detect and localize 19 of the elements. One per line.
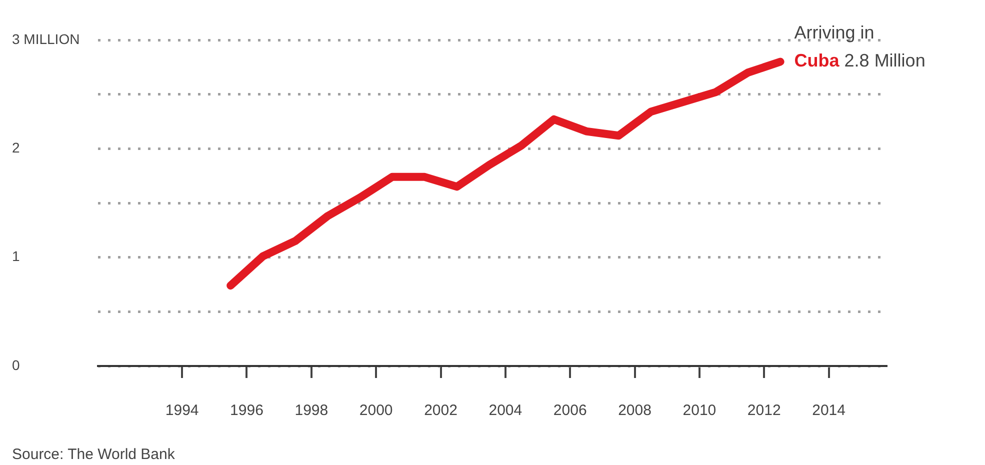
source-note: Source: The World Bank xyxy=(12,446,176,463)
y-tick-label: 2 xyxy=(12,140,20,156)
x-tick-label: 2008 xyxy=(618,402,652,420)
x-tick-label: 1994 xyxy=(165,402,199,420)
annotation: Arriving in xyxy=(794,22,874,43)
x-tick-label: 2002 xyxy=(424,402,458,420)
x-tick-label: 2014 xyxy=(812,402,846,420)
x-tick-label: 1998 xyxy=(294,402,328,420)
y-tick-label: 0 xyxy=(12,356,20,373)
y-tick-label: 3 MILLION xyxy=(12,30,80,47)
x-tick-label: 2006 xyxy=(553,402,587,420)
x-tick-label: 1996 xyxy=(230,402,264,420)
y-tick-label: 1 xyxy=(12,248,20,264)
series-label: Cuba xyxy=(794,50,840,71)
annotation: 2.8 Million xyxy=(844,50,926,71)
x-tick-label: 2000 xyxy=(359,402,393,420)
x-tick-label: 2012 xyxy=(747,402,781,420)
x-tick-label: 2004 xyxy=(488,402,522,420)
x-tick-label: 2010 xyxy=(682,402,716,420)
